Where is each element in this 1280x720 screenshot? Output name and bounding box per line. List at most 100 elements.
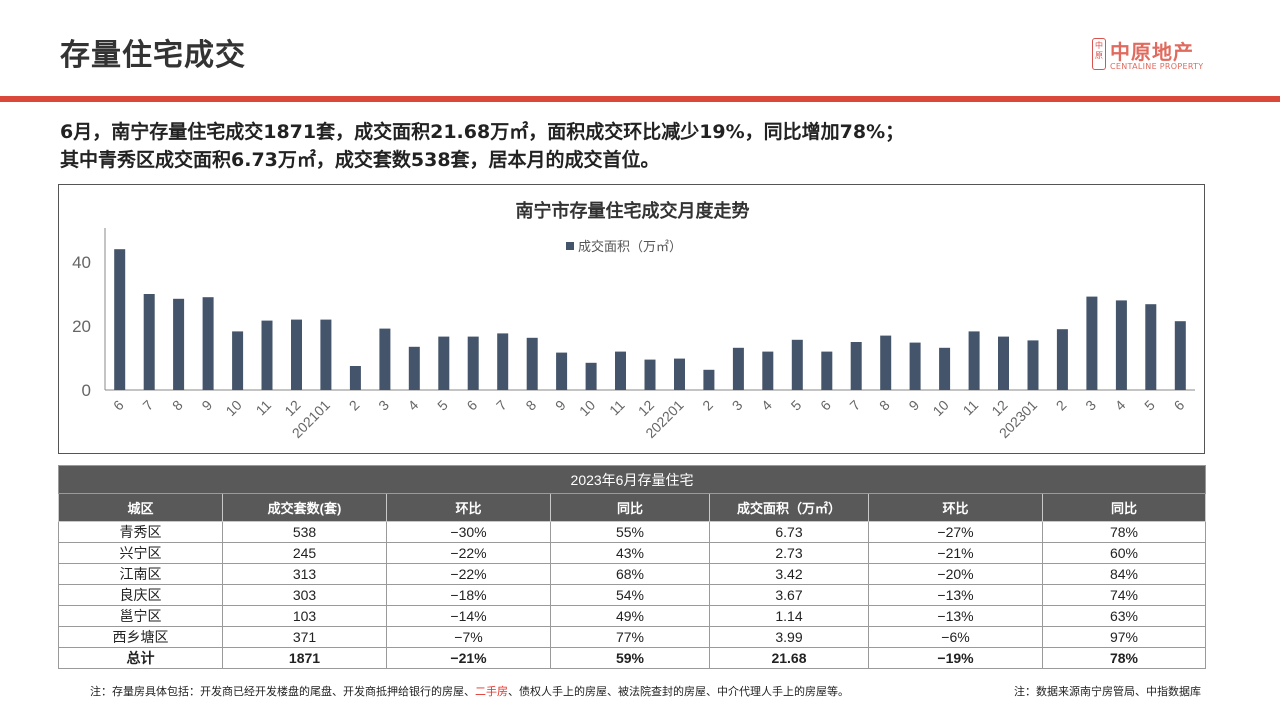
bar (703, 369, 715, 390)
table-body: 青秀区 538 −30% 55% 6.73 −27% 78% 兴宁区 245 −22% 43% 2.7… (58, 521, 1207, 669)
x-tick-label: 5 (434, 397, 451, 414)
bar (556, 352, 568, 390)
y-tick-label: 0 (82, 381, 91, 400)
x-tick-label: 11 (253, 397, 275, 419)
monthly-trend-chart: 南宁市存量住宅成交月度走势 成交面积（万㎡） 0 20 40 6 7 8 9 10 11 12 2021… (58, 184, 1205, 454)
bar (585, 362, 597, 390)
table-cell: −18% (386, 584, 551, 606)
header-divider (0, 96, 1280, 102)
table-header-cell: 环比 (386, 493, 551, 522)
summary-text: 6月，南宁存量住宅成交1871套，成交面积21.68万㎡，面积成交环比减少19%… (60, 118, 904, 174)
table-cell: 245 (222, 542, 387, 564)
bar (1056, 329, 1068, 390)
footnote-part-a: 注：存量房具体包括：开发商已经开发楼盘的尾盘、开发商抵押给银行的房屋、 (90, 685, 475, 698)
table-total-row: 总计 1871 −21% 59% 21.68 −19% 78% (58, 647, 1207, 669)
y-tick-label: 40 (72, 253, 91, 272)
x-tick-label: 4 (758, 397, 775, 414)
logo-english-name: CENTALINE PROPERTY (1110, 62, 1204, 71)
x-tick-label: 10 (929, 397, 951, 419)
table-cell: 3.99 (709, 626, 869, 648)
bar (173, 298, 185, 390)
bar (291, 319, 302, 390)
x-tick-label: 2 (346, 397, 363, 414)
x-tick-label: 10 (576, 397, 598, 419)
x-tick-label: 7 (846, 397, 863, 414)
bar (379, 328, 391, 390)
table-header-row: 城区 成交套数(套) 环比 同比 成交面积（万㎡） 环比 同比 (58, 493, 1207, 522)
table-cell: −20% (868, 563, 1043, 585)
bar (438, 336, 450, 390)
x-tick-label: 5 (1141, 397, 1158, 414)
x-tick-label: 9 (552, 397, 569, 414)
legend-label: 成交面积（万㎡） (578, 239, 682, 255)
table-cell: 78% (1041, 647, 1207, 669)
page-title: 存量住宅成交 (60, 38, 246, 73)
table-cell: 54% (550, 584, 710, 606)
footnote-definition: 注：存量房具体包括：开发商已经开发楼盘的尾盘、开发商抵押给银行的房屋、二手房、债… (90, 683, 880, 700)
table-cell: −13% (868, 605, 1043, 627)
bar (143, 294, 155, 390)
table-cell: 1871 (222, 647, 387, 669)
table-cell: −13% (868, 584, 1043, 606)
footnote-source: 注：数据来源南宁房管局、中指数据库 (1014, 685, 1201, 698)
bar (674, 358, 685, 390)
bar (880, 335, 892, 390)
table-cell: −19% (868, 647, 1043, 669)
bar (821, 351, 833, 390)
x-tick-label: 8 (169, 397, 186, 414)
table-row: 江南区 313 −22% 68% 3.42 −20% 84% (58, 563, 1207, 585)
bar (232, 331, 244, 390)
x-tick-label: 3 (375, 397, 392, 414)
x-tick-label: 12 (988, 397, 1010, 419)
bar (202, 297, 214, 390)
x-tick-label: 6 (463, 397, 480, 414)
bar (408, 346, 420, 390)
table-row: 良庆区 303 −18% 54% 3.67 −13% 74% (58, 584, 1207, 606)
bar (1115, 300, 1127, 390)
chart-title: 南宁市存量住宅成交月度走势 (516, 200, 750, 222)
summary-line-1: 6月，南宁存量住宅成交1871套，成交面积21.68万㎡，面积成交环比减少19%… (60, 121, 905, 143)
table-cell: 3.42 (709, 563, 869, 585)
table-cell: 西乡塘区 (58, 626, 223, 648)
x-tick-label: 6 (1171, 397, 1188, 414)
table-cell: 55% (550, 521, 710, 543)
table-cell: −14% (386, 605, 551, 627)
table-row: 兴宁区 245 −22% 43% 2.73 −21% 60% (58, 542, 1207, 564)
x-tick-label: 5 (788, 397, 805, 414)
table-cell: −30% (386, 521, 551, 543)
bar (615, 351, 626, 390)
bar (526, 337, 538, 390)
x-tick-label: 9 (905, 397, 922, 414)
bar (1174, 321, 1186, 390)
table-header-cell: 同比 (550, 493, 710, 522)
legend-swatch (566, 242, 574, 250)
bar (467, 336, 479, 390)
table-cell: 77% (550, 626, 710, 648)
table-cell: 2.73 (709, 542, 869, 564)
bar (114, 249, 126, 390)
table-header-cell: 成交套数(套) (222, 493, 387, 522)
x-tick-label: 2 (699, 397, 716, 414)
table-cell: 97% (1041, 626, 1207, 648)
table-cell: 313 (222, 563, 387, 585)
district-table: 2023年6月存量住宅 城区 成交套数(套) 环比 同比 成交面积（万㎡） 环比 同比 青秀… (57, 465, 1207, 669)
x-tick-label: 11 (960, 397, 982, 419)
table-cell: 60% (1041, 542, 1207, 564)
table-title: 2023年6月存量住宅 (57, 465, 1207, 494)
table-cell: 43% (550, 542, 710, 564)
x-tick-label: 10 (222, 397, 244, 419)
centaline-logo: 中原 中原地产 CENTALINE PROPERTY (1092, 38, 1212, 74)
table-cell: 68% (550, 563, 710, 585)
x-tick-label: 8 (522, 397, 539, 414)
table-cell: 103 (222, 605, 387, 627)
bar (349, 366, 361, 390)
table-cell: 良庆区 (58, 584, 223, 606)
table-row: 西乡塘区 371 −7% 77% 3.99 −6% 97% (58, 626, 1207, 648)
bar (1027, 340, 1039, 390)
table-cell: 74% (1041, 584, 1207, 606)
footnote-highlight: 二手房 (475, 685, 508, 698)
table-cell: 总计 (58, 647, 223, 669)
bar (791, 339, 803, 390)
table-cell: 3.67 (709, 584, 869, 606)
